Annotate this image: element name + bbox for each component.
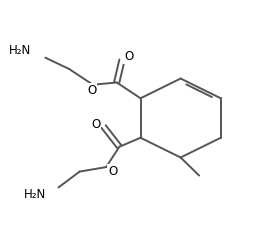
Text: O: O <box>91 118 100 131</box>
Text: H₂N: H₂N <box>24 188 47 201</box>
Text: O: O <box>108 165 117 178</box>
Text: O: O <box>124 50 133 63</box>
Text: H₂N: H₂N <box>9 44 31 57</box>
Text: O: O <box>87 84 96 97</box>
